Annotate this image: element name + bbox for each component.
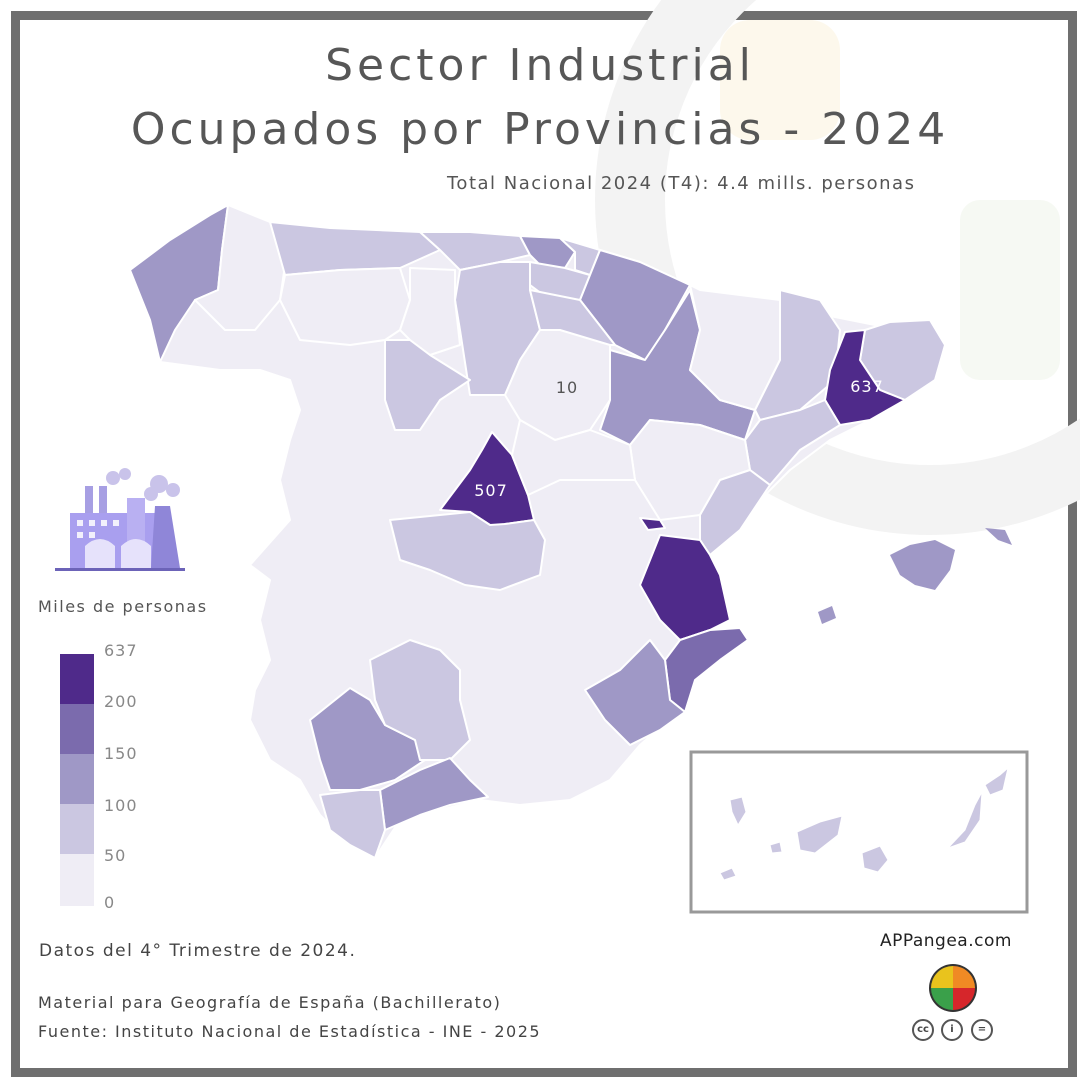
legend-swatch-150-200 <box>60 704 94 754</box>
subtitle: Total Nacional 2024 (T4): 4.4 mills. per… <box>447 173 916 194</box>
island-mallorca <box>890 540 955 590</box>
legend-tick-150: 150 <box>104 744 138 763</box>
province-cadiz <box>319 789 386 859</box>
cc-icon: cc <box>912 1019 934 1041</box>
island-el-hierro <box>719 867 737 881</box>
legend-title: Miles de personas <box>38 597 208 616</box>
island-la-palma <box>729 796 747 827</box>
legend-swatch-0-50 <box>60 854 94 906</box>
legend-swatch-200-637 <box>60 654 94 704</box>
island-fuerteventura <box>947 791 983 849</box>
island-gran-canaria <box>861 845 889 873</box>
province-leon <box>279 267 411 346</box>
province-cantabria <box>419 231 531 271</box>
map-label-madrid: 507 <box>474 481 508 500</box>
province-cordoba <box>369 639 471 761</box>
province-valladolid <box>384 339 471 431</box>
province-malaga <box>379 757 489 831</box>
canary-inset-box <box>689 750 1029 914</box>
province-guadalajara <box>511 419 636 496</box>
period-note: Datos del 4° Trimestre de 2024. <box>39 941 357 961</box>
province-murcia <box>584 639 686 746</box>
province-castellon <box>699 469 771 556</box>
legend-tick-200: 200 <box>104 692 138 711</box>
province-barcelona <box>824 329 906 426</box>
legend-tick-100: 100 <box>104 796 138 815</box>
island-menorca <box>985 528 1012 545</box>
site-link[interactable]: APPangea.com <box>880 931 1012 951</box>
legend-swatch-100-150 <box>60 754 94 804</box>
province-toledo <box>389 511 546 591</box>
legend-tick-0: 0 <box>104 893 116 912</box>
legend-scale <box>60 654 94 906</box>
island-tenerife <box>796 815 843 854</box>
province-valencia-enclave <box>639 517 666 531</box>
island-ibiza <box>818 606 836 624</box>
island-lanzarote <box>984 766 1009 796</box>
legend-swatch-50-100 <box>60 804 94 854</box>
material-note: Material para Geografía de España (Bachi… <box>38 993 502 1012</box>
island-la-gomera <box>769 841 783 854</box>
legend-tick-50: 50 <box>104 846 127 865</box>
by-icon: i <box>941 1019 963 1041</box>
map-label-barcelona: 637 <box>850 377 884 396</box>
title-line-1: Sector Industrial <box>325 40 755 91</box>
source-note: Fuente: Instituto Nacional de Estadístic… <box>38 1022 542 1041</box>
outer-frame <box>11 11 1077 1077</box>
nd-icon: = <box>971 1019 993 1041</box>
puzzle-globe-logo <box>929 964 977 1012</box>
title-line-2: Ocupados por Provincias - 2024 <box>130 104 950 155</box>
legend-tick-637: 637 <box>104 641 138 660</box>
map-label-soria: 10 <box>556 378 578 397</box>
factory-icon <box>55 468 185 571</box>
